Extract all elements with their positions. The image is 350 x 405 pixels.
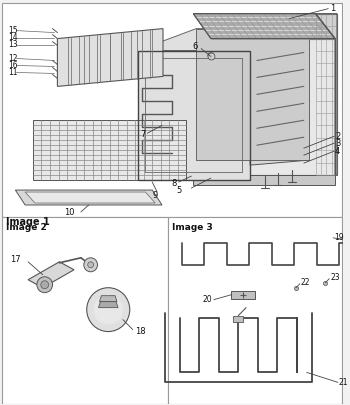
Text: 23: 23	[330, 273, 340, 282]
Text: 19: 19	[334, 233, 344, 242]
Polygon shape	[193, 175, 335, 185]
Text: 12: 12	[8, 54, 18, 63]
Text: 17: 17	[9, 255, 20, 264]
Text: 21: 21	[339, 378, 349, 387]
Polygon shape	[138, 29, 309, 51]
Polygon shape	[193, 14, 335, 38]
Text: 5: 5	[176, 185, 182, 194]
Polygon shape	[211, 38, 335, 175]
Polygon shape	[233, 315, 243, 322]
Text: Image 1: Image 1	[6, 217, 49, 227]
Text: 18: 18	[135, 327, 145, 336]
Bar	[2, 3, 342, 217]
Text: 2: 2	[335, 132, 340, 141]
Polygon shape	[25, 192, 155, 203]
Text: 16: 16	[8, 61, 18, 70]
Text: 7: 7	[140, 130, 145, 139]
Text: 11: 11	[8, 68, 18, 77]
Text: 14: 14	[8, 33, 18, 42]
Circle shape	[88, 262, 93, 268]
Text: 9: 9	[153, 190, 158, 200]
Circle shape	[41, 281, 49, 289]
Polygon shape	[231, 291, 255, 298]
Bar	[2, 217, 168, 404]
Text: 10: 10	[64, 209, 75, 217]
Circle shape	[84, 258, 98, 272]
Polygon shape	[99, 296, 117, 302]
Text: 20: 20	[202, 295, 212, 304]
Polygon shape	[250, 29, 309, 165]
Polygon shape	[196, 29, 309, 160]
Polygon shape	[57, 29, 163, 86]
Text: Image 2: Image 2	[6, 224, 46, 232]
Polygon shape	[316, 14, 337, 175]
Text: 4: 4	[335, 147, 340, 156]
Circle shape	[93, 295, 123, 324]
Text: 22: 22	[301, 278, 310, 287]
Polygon shape	[33, 120, 187, 180]
Text: 1: 1	[330, 4, 335, 13]
Polygon shape	[98, 302, 118, 308]
Text: 8: 8	[171, 179, 177, 188]
Text: 3: 3	[335, 139, 341, 148]
Polygon shape	[193, 38, 211, 175]
Circle shape	[87, 288, 130, 332]
Text: 15: 15	[8, 26, 18, 35]
Polygon shape	[138, 51, 250, 180]
Bar	[168, 217, 342, 404]
Polygon shape	[15, 190, 162, 205]
Text: 6: 6	[193, 42, 198, 51]
Circle shape	[37, 277, 52, 293]
Polygon shape	[28, 262, 74, 288]
Text: 13: 13	[8, 40, 18, 49]
Text: Image 3: Image 3	[172, 224, 212, 232]
